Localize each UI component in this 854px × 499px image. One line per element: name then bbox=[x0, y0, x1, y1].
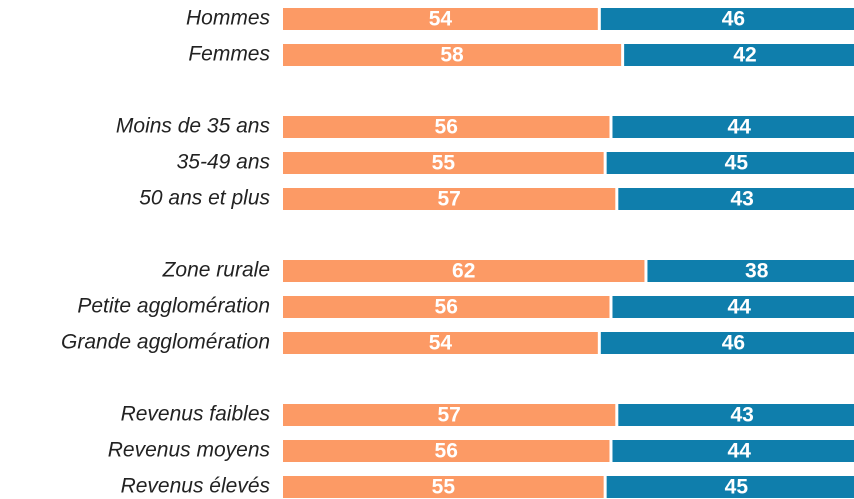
bar-segment bbox=[618, 188, 854, 210]
category-label: Moins de 35 ans bbox=[116, 115, 271, 138]
value-label: 55 bbox=[432, 152, 456, 175]
bar-segment bbox=[283, 476, 604, 498]
category-label: Petite agglomération bbox=[77, 295, 270, 318]
bar-segment bbox=[283, 116, 610, 138]
value-label: 57 bbox=[437, 404, 460, 427]
value-label: 56 bbox=[435, 440, 458, 463]
bar-segment bbox=[283, 8, 598, 30]
category-label: 50 ans et plus bbox=[139, 187, 270, 210]
bar-segment bbox=[283, 440, 610, 462]
value-label: 54 bbox=[429, 332, 453, 355]
category-label: Revenus élevés bbox=[121, 475, 271, 498]
value-label: 56 bbox=[435, 296, 458, 319]
bar-segment bbox=[283, 44, 622, 66]
bar-segment bbox=[600, 8, 854, 30]
value-label: 57 bbox=[437, 188, 460, 211]
value-label: 44 bbox=[728, 440, 752, 463]
bar-segment bbox=[606, 476, 854, 498]
category-label: Zone rurale bbox=[162, 259, 270, 282]
bar-segment bbox=[283, 188, 616, 210]
bar-segment bbox=[612, 296, 854, 318]
value-label: 62 bbox=[452, 260, 475, 283]
value-label: 42 bbox=[733, 44, 756, 67]
category-label: Femmes bbox=[188, 43, 270, 66]
bar-segment bbox=[283, 296, 610, 318]
category-label: Revenus moyens bbox=[108, 439, 271, 462]
bar-segment bbox=[283, 260, 645, 282]
value-label: 44 bbox=[728, 116, 752, 139]
value-label: 46 bbox=[722, 8, 745, 31]
value-label: 54 bbox=[429, 8, 453, 31]
category-label: 35-49 ans bbox=[177, 151, 271, 174]
value-label: 58 bbox=[440, 44, 464, 67]
bar-segment bbox=[606, 152, 854, 174]
bar-segment bbox=[618, 404, 854, 426]
value-label: 45 bbox=[725, 476, 749, 499]
bar-segment bbox=[283, 404, 616, 426]
category-label: Hommes bbox=[186, 7, 271, 30]
bar-segment bbox=[624, 44, 854, 66]
bar-segment bbox=[283, 152, 604, 174]
category-label: Grande agglomération bbox=[61, 331, 270, 354]
bar-segment bbox=[600, 332, 854, 354]
value-label: 55 bbox=[432, 476, 456, 499]
bar-segment bbox=[612, 116, 854, 138]
value-label: 43 bbox=[730, 404, 753, 427]
value-label: 38 bbox=[745, 260, 769, 283]
bar-segment bbox=[612, 440, 854, 462]
value-label: 43 bbox=[730, 188, 753, 211]
value-label: 46 bbox=[722, 332, 745, 355]
value-label: 45 bbox=[725, 152, 749, 175]
bar-segment bbox=[283, 332, 598, 354]
category-label: Revenus faibles bbox=[121, 403, 271, 426]
value-label: 44 bbox=[728, 296, 752, 319]
bar-segment bbox=[647, 260, 854, 282]
value-label: 56 bbox=[435, 116, 458, 139]
